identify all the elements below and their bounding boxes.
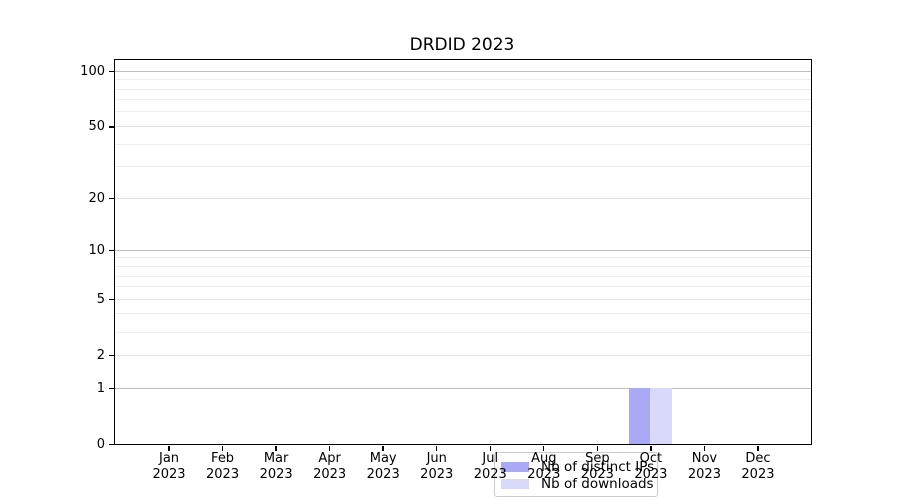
legend-swatch-distinct-ips xyxy=(501,461,529,472)
minor-gridline xyxy=(115,99,811,101)
y-tick-mark xyxy=(109,299,114,301)
y-tick-label: 5 xyxy=(96,291,105,307)
x-tick-label: Apr 2023 xyxy=(313,451,347,482)
x-tick-mark xyxy=(757,446,759,451)
bar-distinct-ips xyxy=(628,388,651,444)
x-tick-label: Nov 2023 xyxy=(687,451,721,482)
minor-gridline xyxy=(115,166,811,168)
minor-gridline xyxy=(115,286,811,288)
x-tick-mark xyxy=(703,446,706,451)
y-tick-mark xyxy=(109,126,114,128)
minor-gridline xyxy=(115,111,811,113)
x-tick-mark xyxy=(382,446,384,451)
x-tick-label: Jul 2023 xyxy=(473,451,507,482)
minor-gridline xyxy=(115,79,811,81)
y-tick-mark xyxy=(109,443,114,446)
minor-gridline xyxy=(115,275,811,277)
x-tick-label: Jan 2023 xyxy=(152,451,186,482)
y-tick-mark xyxy=(109,387,114,390)
y-tick-mark xyxy=(109,70,114,73)
y-tick-label: 1 xyxy=(96,380,105,396)
legend-label-downloads: Nb of downloads xyxy=(541,475,654,492)
y-tick-label: 50 xyxy=(88,118,105,134)
y-tick-label: 100 xyxy=(80,63,105,79)
y-tick-label: 10 xyxy=(88,242,105,258)
minor-gridline xyxy=(115,331,811,333)
major-gridline xyxy=(115,70,811,72)
legend-swatch-downloads xyxy=(501,478,529,489)
plot-area: Nb of distinct IPs Nb of downloads xyxy=(114,59,812,497)
legend-item-distinct-ips: Nb of distinct IPs xyxy=(501,458,654,475)
x-tick-label: Dec 2023 xyxy=(741,451,775,482)
major-gridline xyxy=(115,249,811,251)
x-tick-label: Aug 2023 xyxy=(527,451,561,482)
minor-gridline xyxy=(115,143,811,145)
legend-item-downloads: Nb of downloads xyxy=(501,475,654,492)
legend: Nb of distinct IPs Nb of downloads xyxy=(494,452,658,497)
minor-gridline xyxy=(115,266,811,267)
x-tick-mark xyxy=(221,446,224,451)
minor-gridline xyxy=(115,313,811,315)
x-tick-mark xyxy=(543,446,545,451)
x-tick-label: May 2023 xyxy=(366,451,400,482)
chart-title: DRDID 2023 xyxy=(409,35,515,55)
legend-label-distinct-ips: Nb of distinct IPs xyxy=(541,458,655,475)
major-gridline xyxy=(115,197,811,199)
x-tick-mark xyxy=(328,446,331,451)
y-tick-label: 20 xyxy=(88,190,105,206)
x-tick-mark xyxy=(436,446,438,451)
minor-gridline xyxy=(115,88,811,90)
minor-gridline xyxy=(115,257,811,259)
y-tick-label: 2 xyxy=(96,347,105,363)
x-tick-mark xyxy=(168,446,170,451)
major-gridline xyxy=(115,354,811,356)
y-tick-label: 0 xyxy=(96,436,105,452)
x-tick-mark xyxy=(275,446,277,451)
x-tick-label: Sep 2023 xyxy=(580,451,614,482)
y-tick-mark xyxy=(109,355,114,357)
x-tick-label: Jun 2023 xyxy=(420,451,454,482)
y-tick-mark xyxy=(109,250,114,252)
x-tick-label: Feb 2023 xyxy=(206,451,240,482)
x-tick-label: Oct 2023 xyxy=(634,451,668,482)
x-tick-mark xyxy=(489,446,491,451)
x-tick-mark xyxy=(650,446,652,451)
major-gridline xyxy=(115,387,811,389)
x-tick-label: Mar 2023 xyxy=(259,451,293,482)
bar-downloads xyxy=(650,388,672,444)
major-gridline xyxy=(115,125,811,127)
x-tick-mark xyxy=(596,446,599,451)
y-tick-mark xyxy=(109,197,114,200)
major-gridline xyxy=(115,298,811,300)
